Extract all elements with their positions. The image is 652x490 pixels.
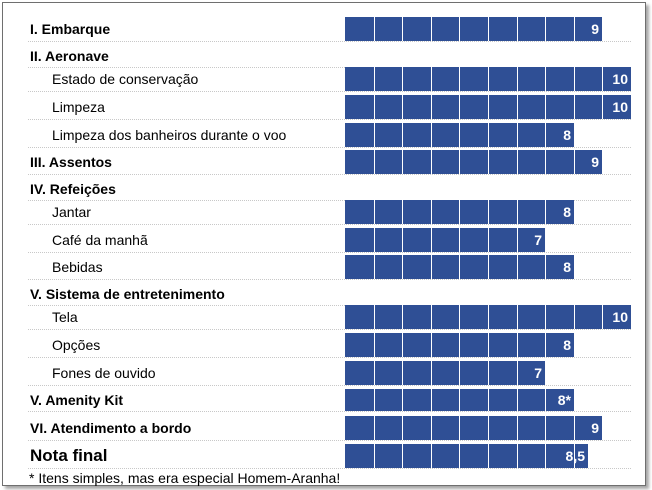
row-label: Café da manhã xyxy=(52,232,148,248)
row-label: Fones de ouvido xyxy=(52,365,156,381)
row-label: Opções xyxy=(52,337,101,353)
row-label: V. Amenity Kit xyxy=(30,392,124,408)
chart-row: Café da manhã 7 xyxy=(28,228,631,253)
chart-row: Bebidas 8 xyxy=(28,255,631,280)
bar-value-label: 8* xyxy=(557,392,571,408)
score-bar: 9 xyxy=(345,416,602,440)
row-label: Tela xyxy=(52,309,78,325)
chart-row: Tela 10 xyxy=(28,305,631,330)
row-label: Bebidas xyxy=(52,259,103,275)
chart-row: Opções 8 xyxy=(28,333,631,358)
bar-value-label: 8 xyxy=(563,204,571,220)
footnote: * Itens simples, mas era especial Homem-… xyxy=(29,470,341,486)
bar-value-label: 10 xyxy=(612,71,628,87)
score-bar: 8 xyxy=(345,123,574,147)
row-label: VI. Atendimento a bordo xyxy=(30,420,192,436)
score-bar: 10 xyxy=(345,305,631,329)
score-bar: 7 xyxy=(345,361,545,385)
bar-value-label: 9 xyxy=(591,154,599,170)
bar-value-label: 8 xyxy=(563,259,571,275)
score-bar: 9 xyxy=(345,150,602,174)
chart-row: V. Sistema de entretenimento xyxy=(28,283,631,306)
chart-row: Nota final 8,5 xyxy=(28,444,631,469)
score-bar: 8* xyxy=(345,389,574,411)
row-label: Limpeza dos banheiros durante o voo xyxy=(52,127,287,143)
score-bar: 8 xyxy=(345,333,574,357)
chart-row: Limpeza 10 xyxy=(28,95,631,120)
row-label: IV. Refeições xyxy=(30,181,116,197)
bar-value-label: 8 xyxy=(563,127,571,143)
chart-row: I. Embarque 9 xyxy=(28,17,631,42)
score-bar: 8,5 xyxy=(345,444,588,468)
chart-row: Estado de conservação 10 xyxy=(28,67,631,92)
chart-row: III. Assentos 9 xyxy=(28,150,631,175)
bar-value-label: 7 xyxy=(534,365,542,381)
score-bar: 10 xyxy=(345,67,631,91)
row-label: V. Sistema de entretenimento xyxy=(30,286,225,302)
bar-value-label: 10 xyxy=(612,99,628,115)
row-label: III. Assentos xyxy=(30,154,112,170)
bar-value-label: 10 xyxy=(612,309,628,325)
chart-row: II. Aeronave xyxy=(28,45,631,68)
row-label: Limpeza xyxy=(52,99,105,115)
bar-value-label: 9 xyxy=(591,420,599,436)
score-bar: 7 xyxy=(345,228,545,252)
chart-row: VI. Atendimento a bordo 9 xyxy=(28,416,631,441)
chart-row: IV. Refeições xyxy=(28,178,631,201)
bar-value-label: 7 xyxy=(534,232,542,248)
chart-row: V. Amenity Kit 8* xyxy=(28,389,631,412)
bar-value-label: 8 xyxy=(563,337,571,353)
score-bar: 9 xyxy=(345,17,602,41)
bar-value-label: 9 xyxy=(591,21,599,37)
chart-frame: I. Embarque 9 II. Aeronave Estado de conser… xyxy=(2,2,646,486)
row-label: Jantar xyxy=(52,204,91,220)
chart-row: Limpeza dos banheiros durante o voo 8 xyxy=(28,123,631,148)
row-label: I. Embarque xyxy=(30,21,111,37)
chart-row: Fones de ouvido 7 xyxy=(28,361,631,386)
row-label: Nota final xyxy=(30,446,108,465)
score-bar: 10 xyxy=(345,95,631,119)
chart-row: Jantar 8 xyxy=(28,200,631,225)
row-label: II. Aeronave xyxy=(30,48,109,64)
bar-value-label: 8,5 xyxy=(565,448,585,464)
score-bar: 8 xyxy=(345,200,574,224)
score-bar: 8 xyxy=(345,255,574,279)
row-label: Estado de conservação xyxy=(52,71,199,87)
